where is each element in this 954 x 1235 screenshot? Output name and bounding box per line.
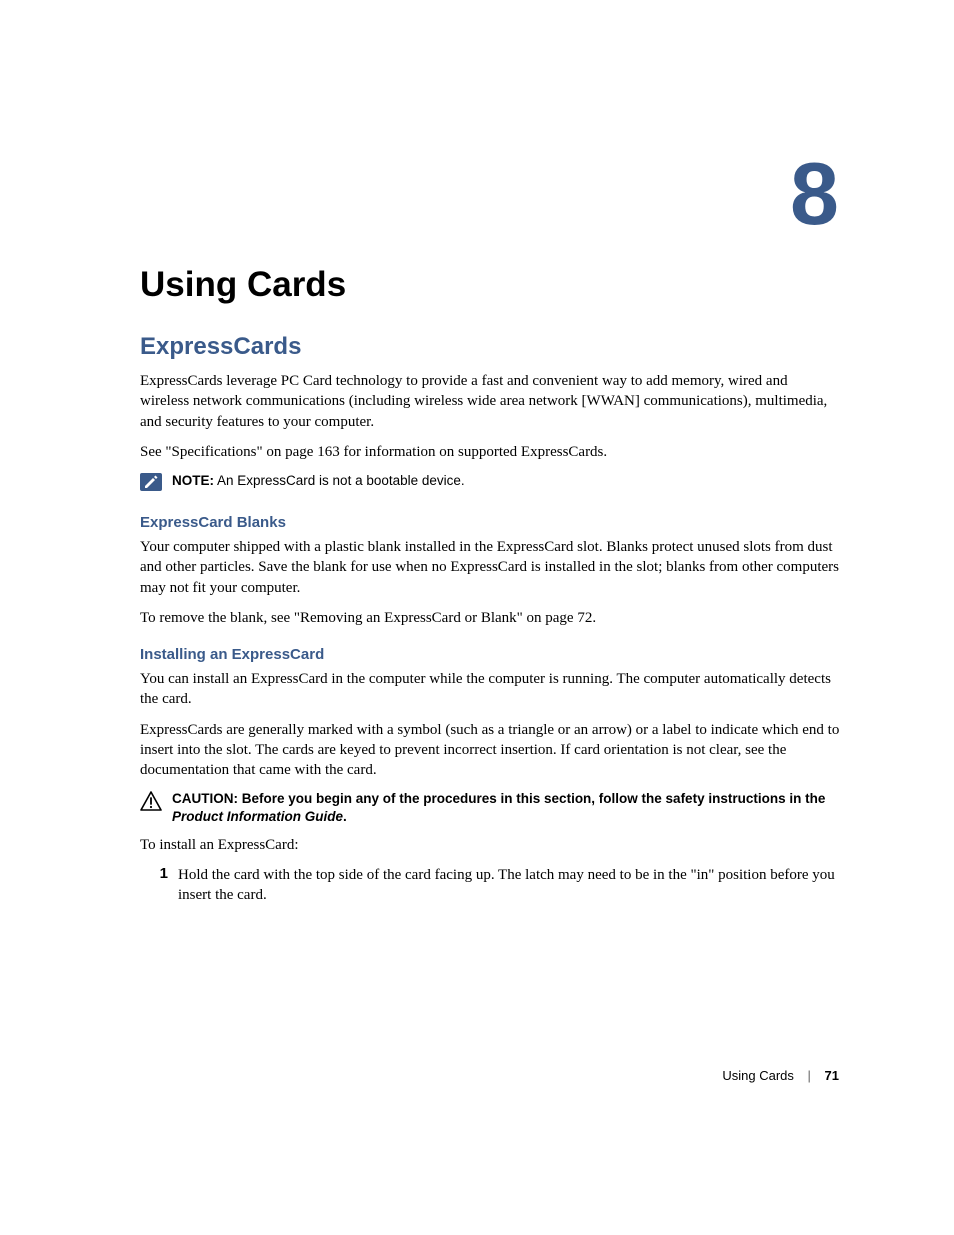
caution-emph: Product Information Guide [172,809,343,824]
caution-callout: CAUTION: Before you begin any of the pro… [140,790,840,826]
list-item-number: 1 [140,865,168,882]
paragraph: See "Specifications" on page 163 for inf… [140,442,840,462]
footer-separator: | [808,1068,811,1083]
ordered-list: 1 Hold the card with the top side of the… [140,865,840,906]
note-body: An ExpressCard is not a bootable device. [214,473,465,488]
paragraph: ExpressCards are generally marked with a… [140,720,840,781]
document-page: 8 Using Cards ExpressCards ExpressCards … [0,0,954,1235]
install-lead: To install an ExpressCard: [140,835,840,855]
note-text: NOTE: An ExpressCard is not a bootable d… [172,472,465,490]
footer-page-number: 71 [825,1068,839,1083]
subsection-title-blanks: ExpressCard Blanks [140,514,840,531]
paragraph: ExpressCards leverage PC Card technology… [140,371,840,432]
subsection-title-install: Installing an ExpressCard [140,646,840,663]
caution-text: CAUTION: Before you begin any of the pro… [172,790,840,826]
list-item-text: Hold the card with the top side of the c… [178,865,840,906]
caution-body-after: . [343,809,347,824]
section-title-expresscards: ExpressCards [140,333,840,361]
chapter-title: Using Cards [140,265,840,305]
note-label: NOTE: [172,473,214,488]
page-footer: Using Cards | 71 [722,1068,839,1083]
paragraph: You can install an ExpressCard in the co… [140,669,840,710]
paragraph: Your computer shipped with a plastic bla… [140,537,840,598]
caution-body-before: Before you begin any of the procedures i… [238,791,825,806]
caution-triangle-icon [140,791,162,816]
paragraph: To remove the blank, see "Removing an Ex… [140,608,840,628]
content-area: Using Cards ExpressCards ExpressCards le… [140,265,840,911]
chapter-number: 8 [790,150,839,238]
caution-label: CAUTION: [172,791,238,806]
list-item: 1 Hold the card with the top side of the… [140,865,840,906]
note-pencil-icon [140,473,162,496]
note-callout: NOTE: An ExpressCard is not a bootable d… [140,472,840,496]
footer-section: Using Cards [722,1068,794,1083]
